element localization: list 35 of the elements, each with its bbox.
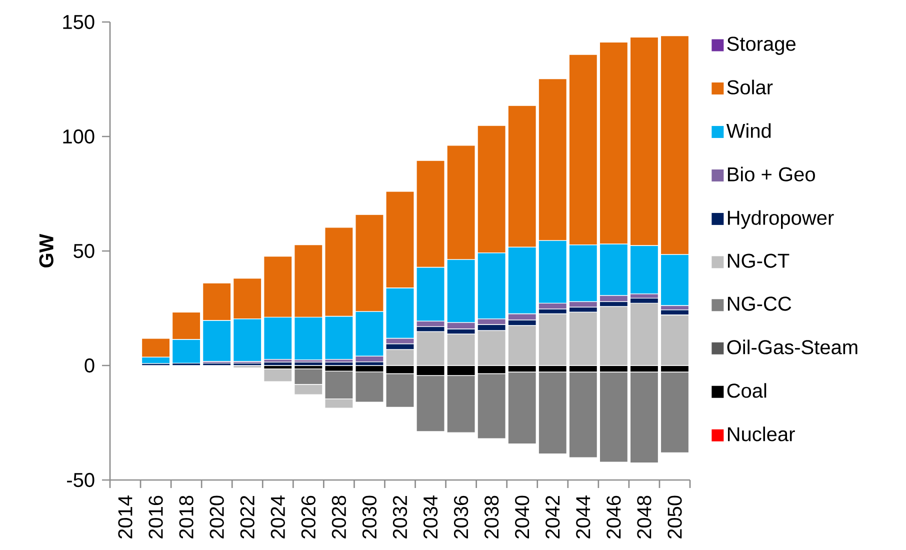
x-tick-label: 2018 [179, 496, 194, 538]
y-tick-label: 150 [63, 14, 94, 30]
y-tick-label: -50 [67, 472, 94, 488]
y-axis-title: GW [39, 234, 54, 268]
x-tick-label: 2044 [576, 496, 590, 538]
legend-label: Nuclear [728, 426, 795, 442]
x-tick-label: 2024 [270, 496, 285, 538]
y-tick-label: 100 [63, 129, 94, 144]
x-tick-label: 2022 [240, 496, 254, 538]
x-tick-label: 2036 [454, 496, 468, 538]
y-tick-label: 0 [84, 358, 94, 373]
legend-label: Solar [727, 80, 773, 94]
legend-label: Storage [727, 36, 796, 55]
x-tick-label: 2042 [546, 496, 560, 538]
x-tick-label: 2026 [301, 496, 316, 538]
legend-label: Oil-Gas-Steam [727, 340, 858, 354]
legend-label: Bio + Geo [728, 166, 815, 182]
x-tick-label: 2040 [515, 496, 530, 538]
x-tick-label: 2038 [484, 496, 499, 538]
x-tick-label: 2028 [332, 496, 346, 538]
y-tick-label: 50 [74, 244, 94, 258]
legend-label: Coal [727, 383, 766, 398]
x-tick-label: 2014 [118, 496, 132, 538]
x-tick-label: 2030 [362, 496, 377, 538]
x-tick-label: 2032 [392, 496, 408, 538]
legend-label: Wind [726, 123, 771, 138]
x-tick-label: 2046 [606, 496, 621, 538]
legend-label: NG-CT [728, 254, 790, 268]
legend-label: Hydropower [728, 210, 834, 229]
legend-label: NG-CC [728, 296, 792, 311]
x-tick-label: 2048 [637, 496, 652, 538]
x-tick-label: 2050 [668, 496, 682, 538]
x-tick-label: 2034 [423, 496, 438, 538]
x-tick-label: 2020 [210, 496, 224, 538]
x-tick-label: 2016 [148, 496, 163, 538]
